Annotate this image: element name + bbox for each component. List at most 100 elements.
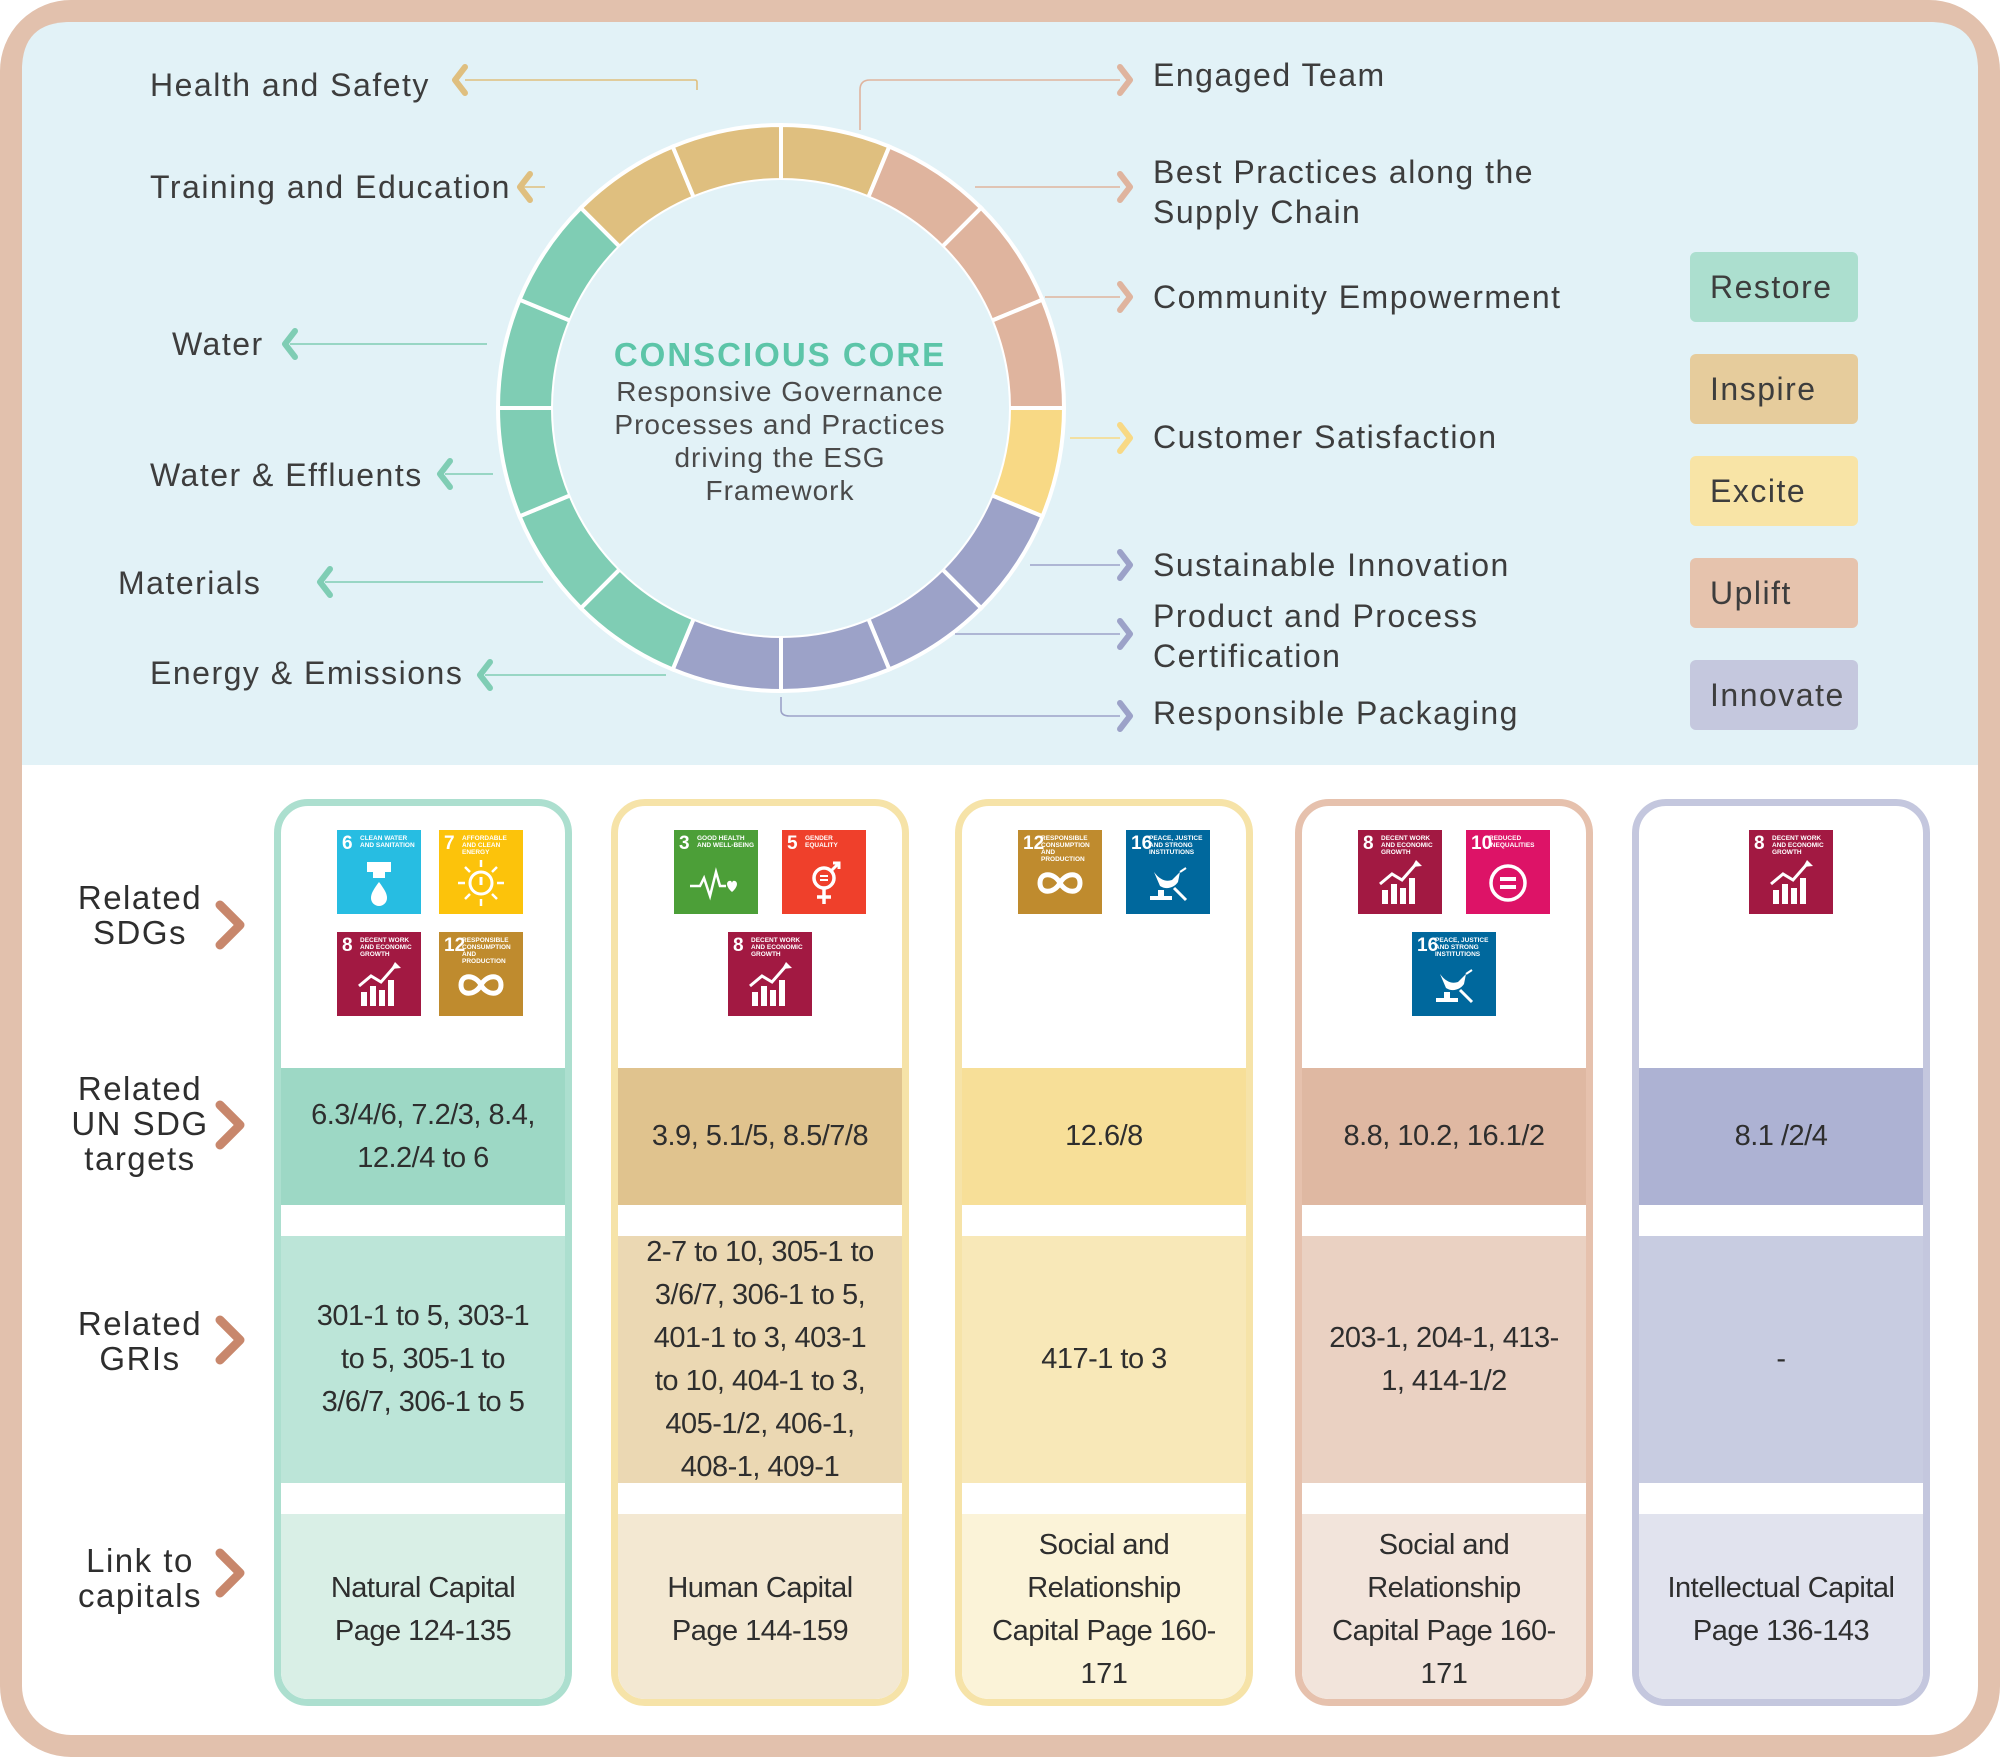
chevron-left-icon [517, 171, 533, 203]
ring-center [553, 180, 1009, 636]
row-label-text: Related GRIs [77, 1305, 203, 1377]
sdg-5-icon: 5 GENDER EQUALITY [782, 830, 866, 914]
label-health-and-safety: Health and Safety [150, 67, 430, 103]
sdg-number: 8 [1363, 833, 1374, 854]
center-title: CONSCIOUS CORE [613, 336, 947, 373]
column-excite: 12 RESPONSIBLE CONSUMPTION AND PRODUCTION… [955, 799, 1253, 1706]
capital-link-cell: Social and Relationship Capital Page 160… [1302, 1514, 1586, 1699]
gri-cell-text: 203-1, 204-1, 413-1, 414-1/2 [1329, 1321, 1559, 1397]
center-text: CONSCIOUS CORE Responsive Governance Pro… [590, 335, 970, 507]
sdg-title: GENDER EQUALITY [805, 835, 838, 849]
legend-label: Excite [1710, 473, 1807, 509]
sdg-7-icon: 7 AFFORDABLE AND CLEAN ENERGY [439, 830, 523, 914]
sdg-icons: 3 GOOD HEALTH AND WELL-BEING 5 GENDER EQUAL… [618, 806, 902, 1068]
gri-cell-text: - [1776, 1343, 1786, 1375]
sdg-targets-cell: 6.3/4/6, 7.2/3, 8.4, 12.2/4 to 6 [281, 1068, 565, 1205]
sdg-number: 8 [733, 935, 744, 956]
sdg-targets-cell: 8.1 /2/4 [1639, 1068, 1923, 1205]
connector-line [465, 79, 698, 90]
sdg-title: REDUCED INEQUALITIES [1489, 835, 1535, 849]
sdg-12-icon: 12 RESPONSIBLE CONSUMPTION AND PRODUCTION [439, 932, 523, 1016]
chevron-right-icon [1117, 64, 1133, 96]
sdg-icons: 6 CLEAN WATER AND SANITATION 7 AFFORDABLE A… [281, 806, 565, 1068]
chevron-left-icon [282, 328, 298, 360]
sdg-icons: 12 RESPONSIBLE CONSUMPTION AND PRODUCTION… [962, 806, 1246, 1068]
sdg-number: 6 [342, 833, 353, 854]
connector-line [859, 79, 1120, 130]
sdg-title: DECENT WORK AND ECONOMIC GROWTH [1772, 835, 1824, 856]
label-water-and-effluents: Water & Effluents [150, 457, 423, 493]
sdg-8-icon: 8 DECENT WORK AND ECONOMIC GROWTH [337, 932, 421, 1016]
chevron-right-icon [1117, 422, 1133, 454]
gri-cell: 203-1, 204-1, 413-1, 414-1/2 [1302, 1236, 1586, 1483]
sdg-number: 16 [1417, 935, 1439, 956]
sdg-number: 8 [1754, 833, 1765, 854]
column-uplift: 8 DECENT WORK AND ECONOMIC GROWTH 10 REDUCE… [1295, 799, 1593, 1706]
sdg-3-icon: 3 GOOD HEALTH AND WELL-BEING [674, 830, 758, 914]
row-label-text: Related UN SDG targets [71, 1070, 209, 1177]
chevron-left-icon [437, 458, 453, 490]
row-label-text: Related SDGs [77, 879, 203, 951]
sdg-targets-cell-text: 8.8, 10.2, 16.1/2 [1343, 1120, 1545, 1152]
column-restore: 6 CLEAN WATER AND SANITATION 7 AFFORDABLE A… [274, 799, 572, 1706]
chevron-left-icon [477, 659, 493, 691]
sdg-number: 16 [1131, 833, 1153, 854]
sdg-title: DECENT WORK AND ECONOMIC GROWTH [751, 937, 803, 958]
center-subtitle-line: Responsive Governance [616, 376, 944, 407]
sdg-targets-cell-text: 12.6/8 [1065, 1120, 1143, 1152]
row-label-text: Link to capitals [78, 1542, 202, 1614]
sdg-icons: 8 DECENT WORK AND ECONOMIC GROWTH [1639, 806, 1923, 1068]
sdg-8-icon: 8 DECENT WORK AND ECONOMIC GROWTH [1358, 830, 1442, 914]
capital-link-cell-text: Natural Capital Page 124-135 [330, 1572, 516, 1647]
sdg-number: 7 [444, 833, 455, 854]
gri-cell: 301-1 to 5, 303-1 to 5, 305-1 to 3/6/7, … [281, 1236, 565, 1483]
sdg-number: 12 [444, 935, 466, 956]
label-energy-and-emissions: Energy & Emissions [150, 655, 464, 691]
legend-label: Uplift [1710, 575, 1792, 611]
legend-excite: Excite [1690, 456, 1858, 526]
sdg-title: PEACE, JUSTICE AND STRONG INSTITUTIONS [1435, 937, 1489, 958]
sdg-title: CLEAN WATER AND SANITATION [360, 835, 415, 849]
label-product-process-certification: Product and Process Certification [1153, 598, 1479, 674]
arrow-heads [282, 64, 1133, 732]
capital-link-cell: Human Capital Page 144-159 [618, 1514, 902, 1699]
column-inspire: 3 GOOD HEALTH AND WELL-BEING 5 GENDER EQUAL… [611, 799, 909, 1706]
legend-uplift: Uplift [1690, 558, 1858, 628]
label-community-empowerment: Community Empowerment [1153, 279, 1562, 315]
connector-line [780, 697, 1120, 717]
sdg-title: PEACE, JUSTICE AND STRONG INSTITUTIONS [1149, 835, 1203, 856]
sdg-number: 12 [1023, 833, 1045, 854]
sdg-number: 10 [1471, 833, 1493, 854]
sdg-icons: 8 DECENT WORK AND ECONOMIC GROWTH 10 REDUCE… [1302, 806, 1586, 1068]
row-label-targets: Related UN SDG targets [50, 1071, 230, 1176]
sdg-title: DECENT WORK AND ECONOMIC GROWTH [360, 937, 412, 958]
label-engaged-team: Engaged Team [1153, 57, 1386, 93]
sdg-8-icon: 8 DECENT WORK AND ECONOMIC GROWTH [1749, 830, 1833, 914]
capital-link-cell-text: Human Capital Page 144-159 [667, 1572, 853, 1647]
sdg-16-icon: 16 PEACE, JUSTICE AND STRONG INSTITUTIONS [1412, 932, 1496, 1016]
gri-cell: - [1639, 1236, 1923, 1483]
sdg-targets-cell-text: 8.1 /2/4 [1734, 1120, 1828, 1152]
label-responsible-packaging: Responsible Packaging [1153, 695, 1519, 731]
capital-link-cell-text: Intellectual Capital Page 136-143 [1667, 1572, 1895, 1647]
sdg-targets-cell: 8.8, 10.2, 16.1/2 [1302, 1068, 1586, 1205]
center-subtitle-line: driving the ESG [674, 442, 886, 473]
capital-link-cell-text: Social and Relationship Capital Page 160… [1332, 1529, 1556, 1690]
sdg-title: GOOD HEALTH AND WELL-BEING [697, 835, 755, 849]
label-best-practices-supply-chain: Best Practices along the Supply Chain [1153, 154, 1535, 230]
legend-inspire: Inspire [1690, 354, 1858, 424]
capital-link-cell: Social and Relationship Capital Page 160… [962, 1514, 1246, 1699]
sdg-8-icon: 8 DECENT WORK AND ECONOMIC GROWTH [728, 932, 812, 1016]
sdg-12-icon: 12 RESPONSIBLE CONSUMPTION AND PRODUCTION [1018, 830, 1102, 914]
sdg-number: 8 [342, 935, 353, 956]
label-materials: Materials [118, 565, 262, 601]
row-label-capitals: Link to capitals [50, 1543, 230, 1613]
gri-cell-text: 2-7 to 10, 305-1 to 3/6/7, 306-1 to 5, 4… [646, 1235, 874, 1483]
gri-cell: 417-1 to 3 [962, 1236, 1246, 1483]
sdg-16-icon: 16 PEACE, JUSTICE AND STRONG INSTITUTIONS [1126, 830, 1210, 914]
connector-lines [290, 79, 1120, 717]
legend-label: Innovate [1710, 677, 1845, 713]
legend-label: Inspire [1710, 371, 1817, 407]
sdg-10-icon: 10 REDUCED INEQUALITIES [1466, 830, 1550, 914]
sdg-title: RESPONSIBLE CONSUMPTION AND PRODUCTION [1041, 835, 1090, 863]
